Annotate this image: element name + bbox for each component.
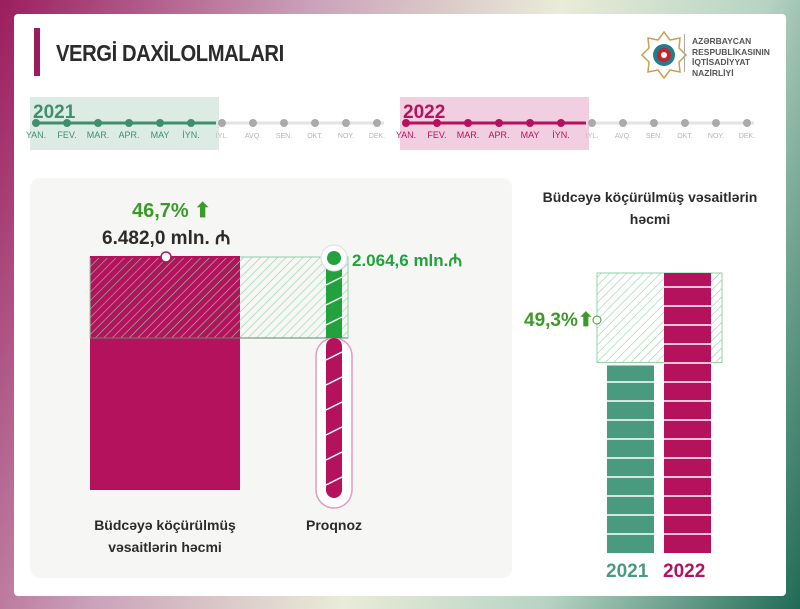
month-label: İYN.	[182, 130, 200, 140]
month-label: DEK.	[739, 133, 755, 140]
comparison-growth: 49,3%⬆	[524, 309, 594, 332]
month-label: MAY	[521, 130, 540, 140]
growth-value: 46,7%	[132, 200, 189, 222]
month-label: YAN.	[396, 130, 416, 140]
ministry-emblem-icon	[640, 30, 688, 80]
month-dot[interactable]	[650, 119, 658, 127]
growth-marker	[592, 315, 602, 325]
month-dot[interactable]	[495, 119, 503, 127]
label-line: vəsaitlərin həcmi	[108, 539, 222, 555]
month-label: NOY.	[708, 133, 724, 140]
month-label: FEV.	[427, 130, 446, 140]
month-label: APR.	[488, 130, 509, 140]
month-dot[interactable]	[311, 119, 319, 127]
bar-2022	[664, 273, 711, 553]
arrow-up-icon: ⬆	[577, 310, 594, 331]
excess-hatched-area	[89, 256, 349, 339]
growth-percent: 46,7% ⬆	[132, 198, 211, 223]
page-title: VERGİ DAXİLOLMALARI	[56, 40, 284, 66]
month-dot[interactable]	[557, 119, 565, 127]
actual-bar-label: Büdcəyə köçürülmüş vəsaitlərin həcmi	[60, 514, 270, 558]
month-label: DEK.	[369, 133, 385, 140]
logo-line: RESPUBLİKASININ	[692, 46, 770, 57]
month-dot[interactable]	[280, 119, 288, 127]
month-dot[interactable]	[681, 119, 689, 127]
forecast-label: Proqnoz	[306, 517, 362, 533]
month-dot[interactable]	[588, 119, 596, 127]
month-dot[interactable]	[342, 119, 350, 127]
month-dot[interactable]	[743, 119, 751, 127]
actual-marker	[160, 251, 172, 263]
month-label: İYL.	[216, 131, 229, 140]
month-dot[interactable]	[464, 119, 472, 127]
right-chart-title: Büdcəyə köçürülmüş vəsaitlərin həcmi	[542, 189, 758, 227]
month-label: OKT.	[677, 133, 693, 140]
month-label: APR.	[118, 130, 139, 140]
month-dot[interactable]	[94, 119, 102, 127]
bar-2021	[607, 365, 654, 553]
month-dot[interactable]	[526, 119, 534, 127]
month-label: MAY	[151, 130, 170, 140]
month-dot[interactable]	[218, 119, 226, 127]
x-tick-2022: 2022	[663, 561, 706, 582]
excess-value: 2.064,6 mln.₼	[352, 251, 463, 270]
month-label: İYL.	[586, 131, 599, 140]
logo-line: İQTİSADİYYAT	[692, 57, 751, 67]
month-label: SEN.	[646, 133, 662, 140]
month-label: AVQ.	[615, 133, 631, 140]
month-label: NOY.	[338, 133, 354, 140]
comparison-growth-value: 49,3%	[524, 310, 578, 331]
month-dot[interactable]	[373, 119, 381, 127]
timeline: 2021 YAN. FEV. MAR. APR. MAY İYN. İYL. AVQ. SEN. O…	[26, 97, 755, 150]
month-dot[interactable]	[187, 119, 195, 127]
month-dot[interactable]	[125, 119, 133, 127]
month-dot[interactable]	[63, 119, 71, 127]
year-label: 2022	[403, 102, 445, 123]
logo-divider	[684, 34, 685, 72]
logo-line: AZƏRBAYCAN	[692, 36, 752, 46]
month-dot[interactable]	[249, 119, 257, 127]
month-label: SEN.	[276, 133, 292, 140]
ministry-name: AZƏRBAYCAN RESPUBLİKASININ İQTİSADİYYAT …	[692, 36, 770, 78]
actual-value: 6.482,0 mln. ₼	[102, 228, 231, 249]
x-tick-2021: 2021	[606, 561, 649, 582]
month-label: AVQ.	[245, 133, 261, 140]
month-label: YAN.	[26, 130, 46, 140]
month-dot[interactable]	[156, 119, 164, 127]
month-label: MAR.	[457, 130, 480, 140]
month-dot[interactable]	[619, 119, 627, 127]
logo-line: NAZİRLİYİ	[692, 67, 734, 78]
month-label: FEV.	[57, 130, 76, 140]
month-label: OKT.	[307, 133, 323, 140]
month-label: İYN.	[552, 130, 570, 140]
month-dot[interactable]	[32, 119, 40, 127]
year-label: 2021	[33, 102, 76, 123]
month-dot[interactable]	[402, 119, 410, 127]
arrow-up-icon: ⬆	[194, 200, 212, 222]
month-dot[interactable]	[712, 119, 720, 127]
label-line: Büdcəyə köçürülmüş	[94, 517, 236, 533]
month-dot[interactable]	[433, 119, 441, 127]
month-label: MAR.	[87, 130, 110, 140]
title-accent-bar	[34, 28, 40, 76]
